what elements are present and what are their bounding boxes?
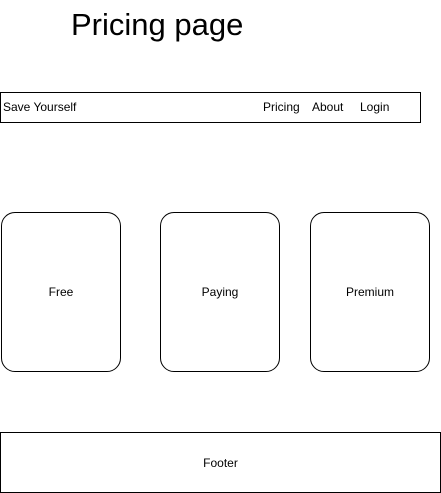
- footer-label: Footer: [203, 455, 238, 470]
- nav-link-pricing[interactable]: Pricing: [263, 100, 300, 114]
- brand-label[interactable]: Save Yourself: [3, 100, 77, 114]
- plan-card-premium[interactable]: Premium: [310, 212, 430, 372]
- nav-link-login[interactable]: Login: [360, 100, 390, 114]
- plan-card-free[interactable]: Free: [1, 212, 121, 372]
- nav-link-about[interactable]: About: [312, 100, 344, 114]
- navbar: Save Yourself Pricing About Login: [0, 92, 421, 123]
- plan-card-label: Paying: [201, 285, 239, 299]
- plan-card-label: Free: [48, 285, 74, 299]
- footer: Footer: [0, 432, 441, 493]
- page-title: Pricing page: [71, 7, 244, 42]
- plan-card-label: Premium: [345, 285, 394, 299]
- plan-card-paying[interactable]: Paying: [160, 212, 280, 372]
